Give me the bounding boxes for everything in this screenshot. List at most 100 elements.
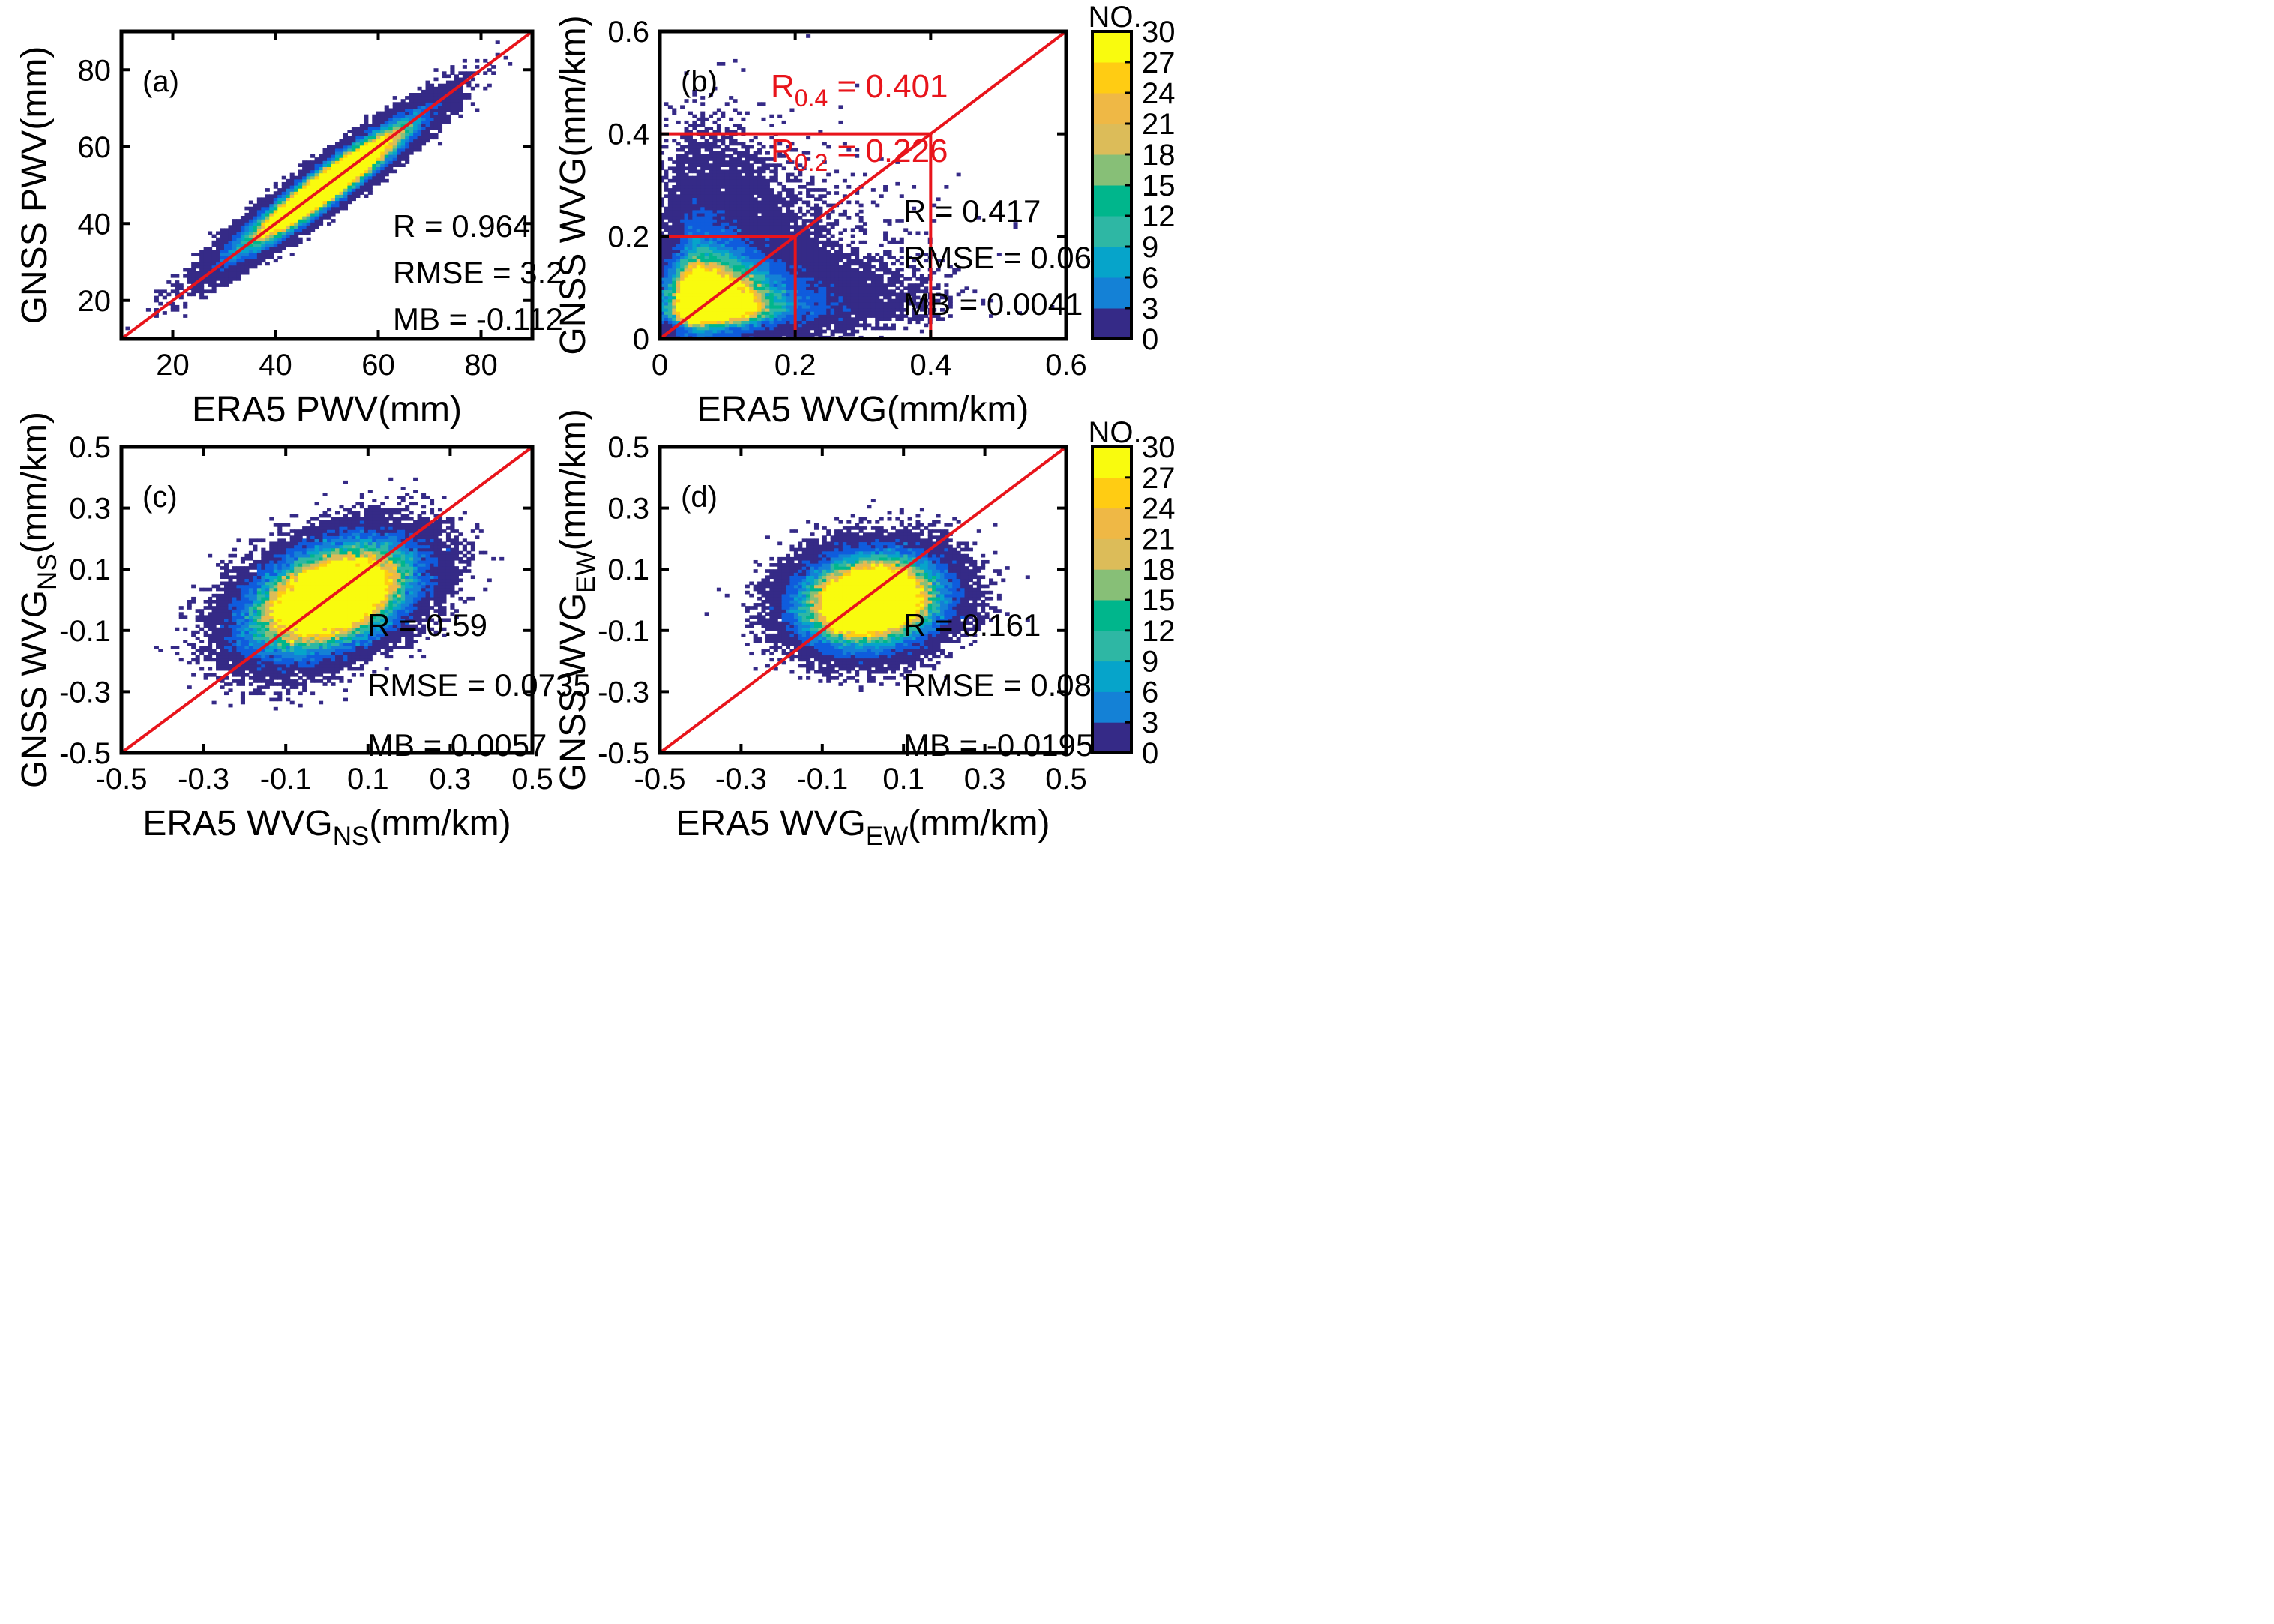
density-cell [761,240,766,244]
density-cell [721,247,726,250]
density-cell [269,661,274,665]
density-cell [855,268,860,272]
density-cell [781,298,786,303]
density-cell [733,292,738,297]
density-cell [405,111,410,115]
density-cell [347,188,352,192]
density-cell [806,188,811,192]
density-cell [716,253,721,256]
density-cell [289,228,295,232]
density-cell [664,274,669,278]
density-cell [781,271,786,275]
density-cell [289,664,295,668]
density-cell [319,154,324,158]
density-cell [781,326,786,331]
density-cell [716,181,721,186]
density-cell [712,197,718,202]
density-cell [343,166,348,171]
density-cell [364,175,369,180]
density-cell [351,160,356,164]
density-cell [716,329,721,334]
density-cell [895,240,900,244]
density-cell [684,99,689,103]
density-cell [724,311,730,315]
density-cell [729,209,734,214]
density-cell [466,96,472,100]
density-cell [724,160,730,164]
density-cell [462,74,467,79]
density-cell [798,209,803,214]
density-cell [733,166,738,171]
density-cell [891,262,896,266]
density-cell [798,271,803,275]
density-cell [331,169,336,174]
density-cell [256,685,262,689]
density-cell [712,206,718,211]
density-cell [269,209,274,214]
density-cell [712,240,718,244]
density-cell [810,308,815,312]
density-cell [256,228,262,232]
density-cell [203,289,208,294]
density-cell [384,163,389,167]
density-cell [846,277,852,281]
density-cell [834,295,840,300]
density-cell [789,283,795,287]
density-cell [347,142,352,146]
density-cell [175,289,180,294]
density-cell [745,274,750,278]
density-cell [232,237,238,241]
density-cell [749,231,754,235]
density-cell [692,308,697,312]
density-cell [769,317,774,321]
density-cell [413,130,418,133]
density-cell [818,314,823,318]
density-cell [721,295,726,300]
density-cell [684,145,689,149]
density-cell [887,311,892,315]
density-cell [286,661,291,665]
density-cell [680,136,685,140]
density-cell [322,188,328,192]
density-cell [773,265,778,269]
density-cell [228,231,233,235]
density-cell [700,194,706,198]
density-cell [281,658,286,662]
density-cell [417,142,422,146]
density-cell [724,185,730,189]
density-cell [409,99,414,103]
density-cell [765,289,770,294]
density-cell [224,280,229,284]
density-cell [724,329,730,334]
density-cell [347,194,352,198]
density-cell [741,160,746,164]
density-cell [236,240,241,244]
density-cell [380,172,385,177]
density-cell [761,301,766,306]
density-cell [858,271,864,275]
density-cell [838,120,843,124]
density-cell [879,308,884,312]
density-cell [757,203,762,208]
density-cell [692,332,697,337]
density-cell [397,108,402,112]
density-cell [753,188,758,192]
density-cell [846,265,852,269]
density-cell [322,658,328,662]
density-cell [724,323,730,328]
density-cell [721,317,726,321]
density-cell [826,311,831,315]
density-cell [421,105,427,109]
density-cell [145,308,151,312]
density-cell [850,234,855,238]
density-cell [729,139,734,143]
density-cell [220,240,225,244]
density-cell [667,203,673,208]
density-cell [322,172,328,177]
density-cell [781,289,786,294]
density-cell [684,151,689,155]
density-cell [294,216,299,220]
density-cell [343,136,348,140]
density-cell [236,219,241,223]
density-cell [736,301,742,306]
